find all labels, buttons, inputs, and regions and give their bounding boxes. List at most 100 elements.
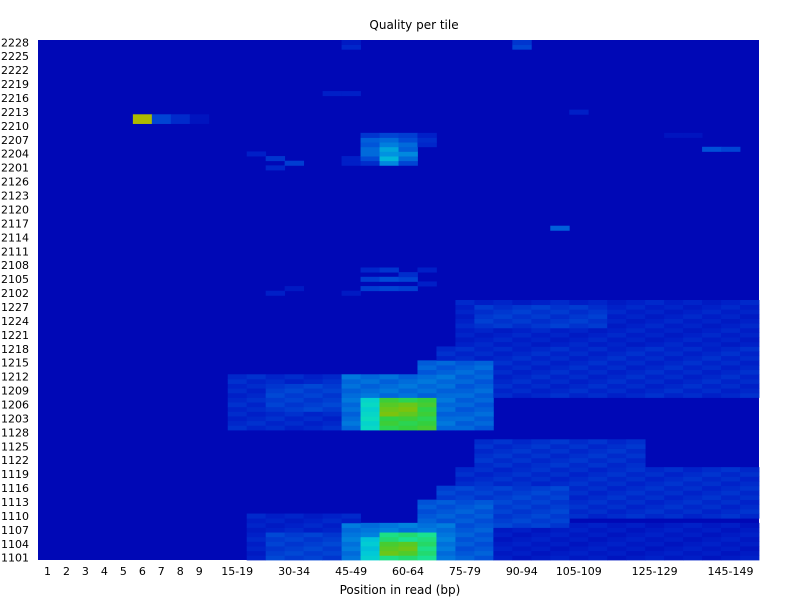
- heatmap-cell: [474, 443, 494, 449]
- heatmap-cell: [664, 467, 684, 473]
- heatmap-cell: [569, 504, 589, 510]
- heatmap-cell: [588, 471, 608, 477]
- heatmap-cell: [569, 109, 589, 115]
- heatmap-cell: [550, 485, 570, 491]
- heatmap-cell: [550, 527, 570, 533]
- x-tick-label: 7: [158, 565, 165, 578]
- heatmap-cell: [436, 402, 456, 408]
- heatmap-cell: [512, 550, 532, 556]
- heatmap-cell: [740, 365, 760, 371]
- heatmap-cell: [246, 527, 267, 533]
- heatmap-cell: [322, 532, 342, 538]
- heatmap-cell: [626, 467, 646, 473]
- heatmap-cell: [607, 351, 627, 357]
- heatmap-cell: [702, 471, 722, 477]
- heatmap-cell: [303, 532, 323, 538]
- heatmap-cell: [474, 508, 494, 514]
- heatmap-cell: [360, 378, 380, 384]
- heatmap-cell: [569, 360, 589, 366]
- heatmap-cell: [721, 522, 741, 528]
- heatmap-cell: [493, 439, 513, 445]
- heatmap-cell: [512, 309, 532, 315]
- heatmap-cell: [588, 346, 608, 352]
- heatmap-cell: [322, 522, 342, 528]
- heatmap-cell: [721, 355, 741, 361]
- heatmap-cell: [379, 374, 399, 380]
- heatmap-cell: [265, 541, 286, 547]
- heatmap-cell: [322, 402, 342, 408]
- heatmap-cell: [607, 504, 627, 510]
- heatmap-cell: [645, 467, 665, 473]
- heatmap-cell: [721, 369, 741, 375]
- heatmap-cell: [721, 365, 741, 371]
- heatmap-cell: [588, 485, 608, 491]
- heatmap-cell: [550, 508, 570, 514]
- heatmap-cell: [626, 448, 646, 454]
- heatmap-cell: [721, 481, 741, 487]
- heatmap-cell: [360, 392, 380, 398]
- heatmap-cell: [322, 388, 342, 394]
- heatmap-cell: [588, 304, 608, 310]
- heatmap-cell: [303, 392, 323, 398]
- heatmap-cell: [455, 471, 475, 477]
- heatmap-cell: [379, 388, 399, 394]
- heatmap-cell: [569, 453, 589, 459]
- heatmap-cell: [740, 388, 760, 394]
- y-tick-label: 1116: [1, 482, 29, 495]
- heatmap-cell: [550, 378, 570, 384]
- heatmap-cell: [531, 504, 551, 510]
- heatmap-cell: [588, 313, 608, 319]
- y-tick-label: 2216: [1, 92, 29, 105]
- heatmap-cell: [341, 402, 361, 408]
- heatmap-cell: [493, 374, 513, 380]
- heatmap-cell: [436, 369, 456, 375]
- heatmap-cell: [455, 351, 475, 357]
- heatmap-cell: [322, 536, 342, 542]
- heatmap-cell: [607, 304, 627, 310]
- heatmap-cell: [531, 313, 551, 319]
- heatmap-cell: [588, 467, 608, 473]
- heatmap-cell: [588, 439, 608, 445]
- heatmap-cell: [398, 397, 418, 403]
- heatmap-cell: [531, 365, 551, 371]
- heatmap-cell: [740, 508, 760, 514]
- heatmap-cell: [664, 476, 684, 482]
- heatmap-cell: [721, 499, 741, 505]
- heatmap-cell: [683, 541, 703, 547]
- heatmap-cell: [626, 546, 646, 552]
- heatmap-cell: [455, 555, 475, 561]
- heatmap-cell: [626, 555, 646, 561]
- heatmap-cell: [531, 518, 551, 524]
- heatmap-cell: [246, 411, 267, 417]
- heatmap-cell: [341, 388, 361, 394]
- heatmap-cell: [474, 532, 494, 538]
- heatmap-cell: [626, 513, 646, 519]
- heatmap-cell: [645, 513, 665, 519]
- heatmap-cell: [474, 365, 494, 371]
- heatmap-cell: [512, 518, 532, 524]
- heatmap-cell: [227, 374, 248, 380]
- heatmap-cell: [493, 378, 513, 384]
- heatmap-cell: [588, 495, 608, 501]
- heatmap-cell: [417, 267, 437, 273]
- heatmap-cell: [493, 318, 513, 324]
- heatmap-cell: [569, 388, 589, 394]
- heatmap-cell: [360, 146, 380, 152]
- heatmap-cell: [436, 536, 456, 542]
- heatmap-cell: [474, 546, 494, 552]
- y-tick-label: 2102: [1, 287, 29, 300]
- heatmap-cell: [417, 555, 437, 561]
- heatmap-cell: [303, 546, 323, 552]
- heatmap-cell: [664, 388, 684, 394]
- heatmap-cell: [626, 313, 646, 319]
- heatmap-cell: [227, 397, 248, 403]
- heatmap-cell: [645, 508, 665, 514]
- heatmap-cell: [417, 522, 437, 528]
- heatmap-cell: [531, 369, 551, 375]
- heatmap-cell: [455, 476, 475, 482]
- heatmap-cell: [550, 309, 570, 315]
- heatmap-cell: [588, 508, 608, 514]
- heatmap-cell: [740, 490, 760, 496]
- heatmap-cell: [474, 406, 494, 412]
- heatmap-cell: [531, 378, 551, 384]
